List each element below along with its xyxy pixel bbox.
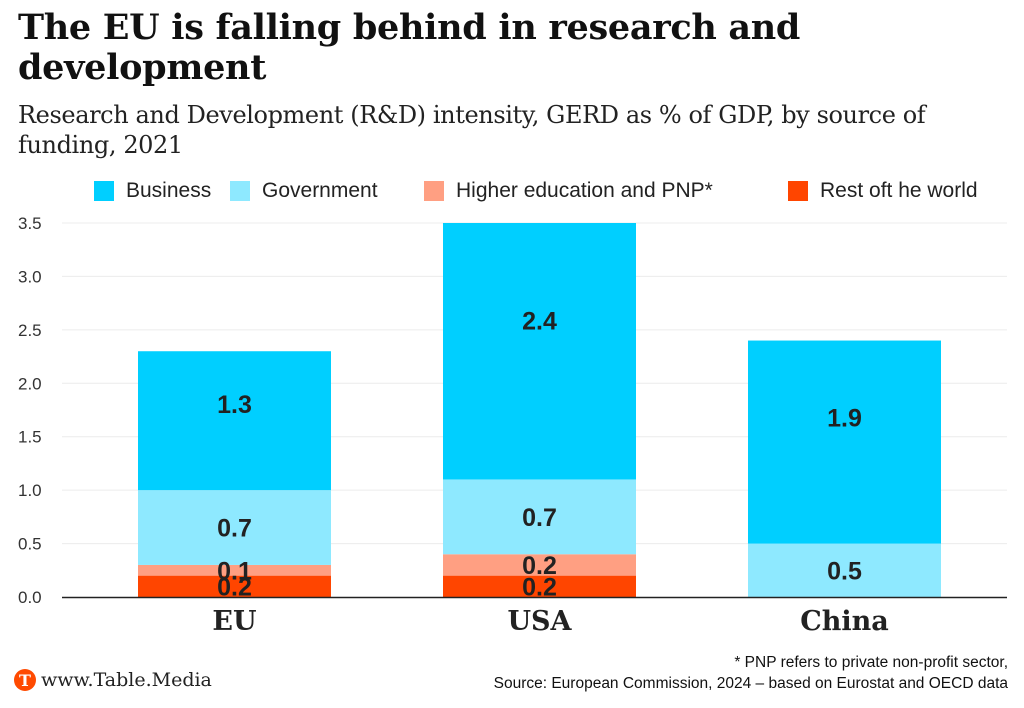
bar-segment — [443, 554, 636, 576]
chart-title: The EU is falling behind in research and… — [18, 7, 801, 88]
legend-swatch-government — [230, 181, 250, 201]
legend-label-government: Government — [262, 179, 378, 202]
bar-segment — [443, 575, 636, 597]
source-note: * PNP refers to private non-profit secto… — [494, 652, 1008, 694]
legend-label-rest-of-world: Rest oft he world — [820, 179, 978, 202]
bar-segment — [443, 479, 636, 555]
data-label: 0.2 — [522, 573, 557, 601]
data-label: 2.4 — [522, 307, 557, 335]
bar-segment — [138, 564, 331, 576]
x-category-label: China — [800, 606, 889, 637]
legend-item-rest-of-world: Rest oft he world — [788, 176, 978, 206]
y-tick-label: 3.5 — [18, 214, 42, 233]
table-media-logo[interactable]: T www.Table.Media — [14, 669, 212, 691]
bar-segment — [748, 340, 941, 544]
data-label: 0.2 — [522, 552, 557, 580]
data-label: 0.7 — [217, 515, 252, 543]
x-category-label: EU — [212, 606, 256, 637]
y-tick-label: 3.0 — [18, 267, 42, 286]
data-label: 0.7 — [522, 504, 557, 532]
data-label: 0.2 — [217, 573, 252, 601]
logo-t-icon: T — [14, 669, 36, 691]
legend-item-higher-education: Higher education and PNP* — [424, 176, 713, 206]
footnote-pnp: * PNP refers to private non-profit secto… — [734, 654, 1008, 671]
bar-segment — [443, 223, 636, 480]
bar-segment — [748, 543, 941, 597]
legend-label-business: Business — [126, 179, 212, 202]
legend-item-business: Business — [94, 176, 211, 206]
data-label: 1.9 — [827, 405, 862, 433]
x-category-label: USA — [508, 606, 573, 637]
stacked-bar-chart: 0.00.51.01.52.02.53.03.50.20.10.71.30.20… — [18, 214, 1007, 637]
legend: Business Government Higher education and… — [0, 176, 1024, 206]
y-tick-label: 1.0 — [18, 481, 42, 500]
y-tick-label: 1.5 — [18, 428, 42, 447]
y-tick-label: 2.5 — [18, 321, 42, 340]
logo-url[interactable]: www.Table.Media — [41, 669, 212, 691]
legend-swatch-business — [94, 181, 114, 201]
bar-segment — [138, 490, 331, 565]
bar-segment — [138, 575, 331, 597]
legend-swatch-rest-of-world — [788, 181, 808, 201]
legend-label-higher-education: Higher education and PNP* — [456, 179, 713, 202]
source-text: Source: European Commission, 2024 – base… — [493, 675, 1008, 692]
data-label: 0.1 — [217, 557, 252, 585]
legend-swatch-higher-education — [424, 181, 444, 201]
chart-subtitle: Research and Development (R&D) intensity… — [18, 101, 926, 159]
y-tick-label: 0.0 — [18, 588, 42, 607]
data-label: 1.3 — [217, 391, 252, 419]
legend-item-government: Government — [230, 176, 378, 206]
data-label: 0.5 — [827, 557, 862, 585]
y-tick-label: 2.0 — [18, 374, 42, 393]
bar-segment — [138, 351, 331, 491]
y-tick-label: 0.5 — [18, 535, 42, 554]
